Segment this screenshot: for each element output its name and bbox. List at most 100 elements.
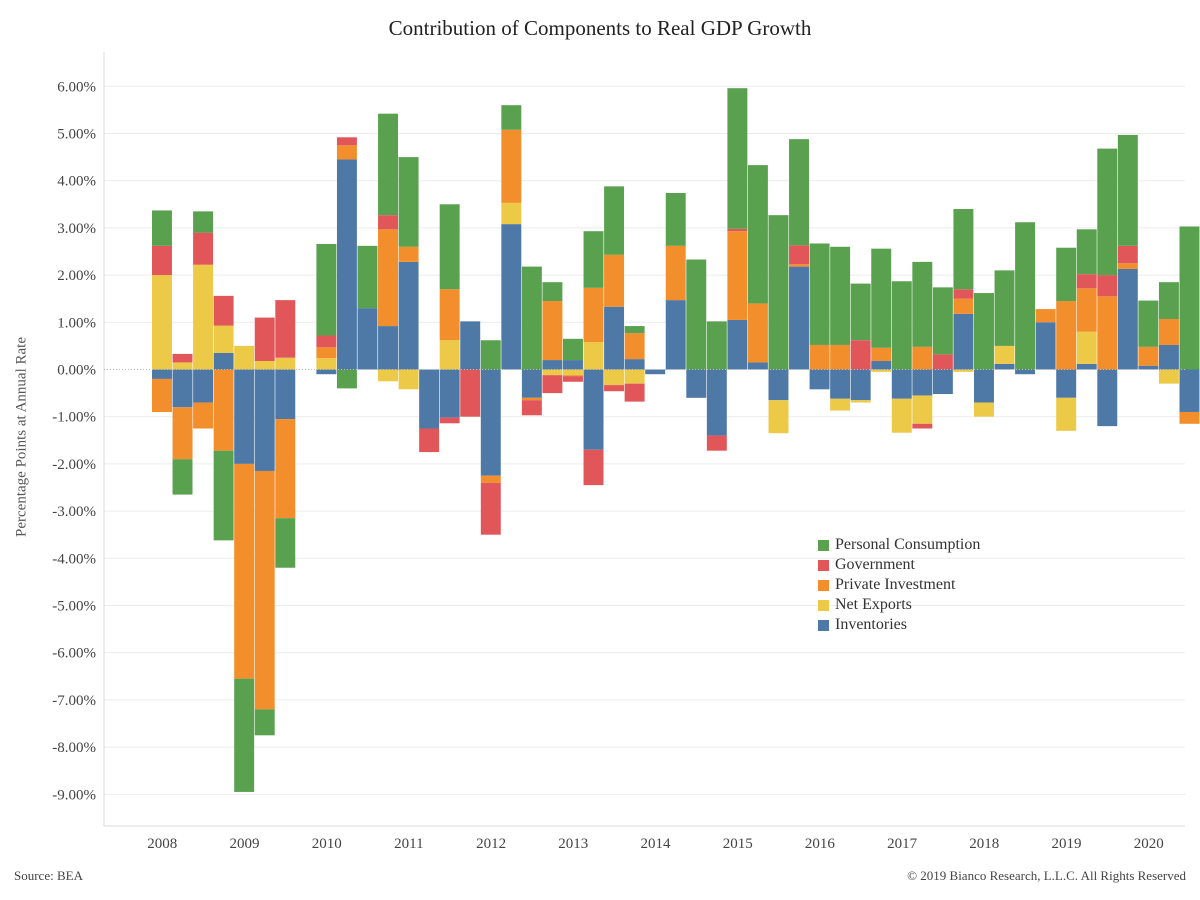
- y-tick-label: 2.00%: [57, 268, 96, 284]
- bar-segment: [439, 204, 460, 290]
- bar-segment: [419, 369, 440, 429]
- bar-segment: [1097, 369, 1118, 427]
- bar-segment: [439, 417, 460, 424]
- bar-segment: [542, 282, 563, 302]
- bar-segment: [624, 369, 645, 384]
- bar-segment: [193, 402, 214, 429]
- bar-segment: [665, 192, 686, 246]
- legend-swatch: [818, 559, 829, 571]
- bar-segment: [994, 345, 1015, 364]
- bar-segment: [521, 397, 542, 401]
- bar-segment: [768, 369, 789, 401]
- bar-segment: [336, 159, 357, 370]
- y-tick-label: -8.00%: [52, 740, 96, 756]
- bar-segment: [398, 369, 419, 390]
- bar-segment: [727, 88, 748, 229]
- bar-segment: [850, 340, 871, 370]
- y-tick-label: -6.00%: [52, 646, 96, 662]
- y-tick-label: -1.00%: [52, 410, 96, 426]
- legend-label: Inventories: [835, 616, 907, 633]
- legend-label: Personal Consumption: [835, 536, 981, 553]
- bar-segment: [480, 340, 501, 370]
- bar-segment: [1117, 245, 1138, 264]
- bar-segment: [1056, 301, 1077, 370]
- bar-segment: [501, 129, 522, 203]
- bar-segment: [583, 287, 604, 343]
- bar-segment: [563, 376, 583, 382]
- copyright-note: © 2019 Bianco Research, L.L.C. All Right…: [907, 868, 1186, 883]
- bar-segment: [706, 435, 727, 451]
- bar-segment: [932, 369, 953, 395]
- source-note: Source: BEA: [14, 868, 83, 883]
- legend-label: Government: [835, 556, 915, 573]
- bar-segment: [727, 231, 748, 320]
- bar-segment: [624, 359, 645, 370]
- bar-segment: [316, 369, 337, 375]
- x-tick-label: 2016: [805, 836, 836, 852]
- bar-segment: [213, 352, 234, 370]
- bar-segment: [932, 287, 953, 355]
- bar-layer: [152, 88, 1200, 792]
- y-tick-label: 1.00%: [57, 315, 96, 331]
- bar-segment: [809, 369, 830, 390]
- bar-segment: [1035, 322, 1056, 370]
- bar-segment: [912, 369, 933, 396]
- bar-segment: [213, 450, 234, 541]
- x-tick-labels: 2008 2009 2010 2011 2012 2013 2014 2015 2016 2017…: [147, 836, 1163, 852]
- x-tick-label: 2014: [641, 836, 672, 852]
- bar-segment: [521, 266, 542, 370]
- bar-segment: [275, 357, 296, 370]
- bar-segment: [234, 463, 255, 679]
- bar-segment: [789, 266, 809, 370]
- x-tick-label: 2010: [312, 836, 342, 852]
- bar-segment: [1097, 275, 1118, 297]
- bar-segment: [686, 259, 707, 370]
- bar-segment: [953, 313, 974, 370]
- bar-segment: [460, 321, 481, 370]
- legend-swatch: [818, 619, 829, 631]
- bar-segment: [254, 317, 275, 361]
- bar-segment: [172, 459, 193, 495]
- bar-segment: [686, 369, 707, 398]
- bar-segment: [316, 358, 337, 370]
- bar-segment: [501, 224, 522, 370]
- bar-segment: [871, 361, 892, 370]
- bar-segment: [193, 264, 214, 370]
- x-tick-label: 2018: [969, 836, 999, 852]
- bar-segment: [1179, 226, 1200, 370]
- bar-segment: [1015, 222, 1036, 370]
- x-tick-label: 2013: [558, 836, 588, 852]
- bar-segment: [583, 369, 604, 450]
- axes: [103, 52, 1185, 827]
- bar-segment: [542, 375, 563, 394]
- bar-segment: [1056, 247, 1077, 302]
- bar-segment: [665, 300, 686, 370]
- y-tick-label: 3.00%: [57, 221, 96, 237]
- bar-segment: [1158, 369, 1179, 384]
- bar-segment: [542, 301, 563, 361]
- bar-segment: [974, 293, 994, 370]
- bar-segment: [789, 245, 809, 265]
- bar-segment: [624, 326, 645, 334]
- bar-segment: [521, 400, 542, 416]
- legend-item: Personal Consumption: [818, 535, 980, 555]
- bar-segment: [1179, 411, 1200, 424]
- bar-segment: [275, 419, 296, 519]
- bar-segment: [706, 369, 727, 436]
- legend-item: Inventories: [818, 615, 980, 635]
- bar-segment: [152, 369, 172, 379]
- bar-segment: [768, 400, 789, 434]
- bar-segment: [1035, 309, 1056, 323]
- legend-swatch: [818, 579, 829, 591]
- bar-segment: [480, 369, 501, 476]
- bar-segment: [583, 342, 604, 370]
- bar-segment: [912, 346, 933, 370]
- bar-segment: [830, 246, 851, 345]
- y-tick-label: 6.00%: [57, 79, 96, 95]
- bar-segment: [152, 210, 172, 246]
- bar-segment: [871, 347, 892, 362]
- bar-segment: [542, 369, 563, 376]
- bar-segment: [378, 215, 398, 230]
- bar-segment: [1117, 268, 1138, 370]
